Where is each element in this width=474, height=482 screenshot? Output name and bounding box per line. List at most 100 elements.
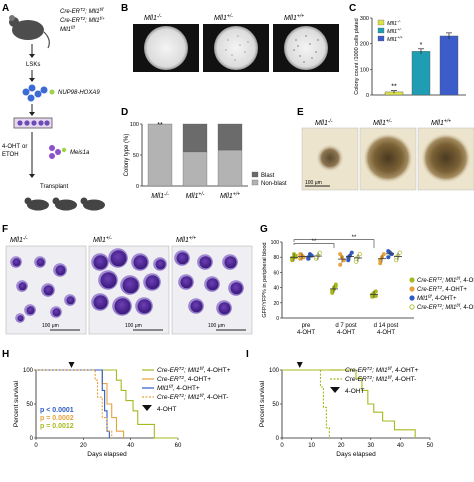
cell-nucleus [114, 298, 131, 315]
x-tick-label: 10 [308, 443, 315, 449]
data-point [309, 253, 314, 258]
bar-segment [147, 123, 173, 187]
cell-nucleus [18, 282, 27, 291]
significance-mark: ** [157, 122, 163, 129]
transplant-label: Transplant [40, 184, 68, 190]
cytospin-label: Mll1+/- [93, 236, 112, 245]
legend-label: Cre-ERT2, 4-OHT+ [157, 375, 211, 383]
y-axis-label: Colony count /1000 cells plated [354, 18, 360, 94]
data-point [373, 293, 378, 298]
legend-label: Mll1f/f, 4-OHT+ [417, 294, 457, 302]
legend-marker [409, 286, 415, 292]
data-point [333, 282, 338, 287]
dish-label: Mll1-/- [144, 14, 162, 23]
data-point [338, 252, 343, 257]
legend-swatch [377, 27, 385, 34]
group-label: 4-OHT [337, 330, 355, 336]
cell-nucleus [206, 278, 219, 291]
x-tick-label: 30 [367, 443, 374, 449]
cell-nucleus [93, 255, 108, 270]
y-tick-label: 100 [360, 67, 369, 73]
survival-curve [36, 369, 178, 439]
scale-label: 100 μm [42, 323, 59, 329]
data-point [349, 250, 354, 255]
legend-marker [142, 405, 152, 411]
y-tick-label: 0 [276, 436, 280, 442]
y-tick-label: 100 [269, 368, 280, 374]
p-value: p = 0.0002 [40, 415, 74, 422]
cell-nucleus [199, 256, 212, 269]
colony-label: Mll1-/- [315, 119, 333, 128]
y-tick-label: 200 [360, 42, 369, 48]
cytospin-label: Mll1-/- [10, 236, 28, 245]
culture-dish-icon [13, 117, 53, 129]
treatment-control: ETOH [2, 152, 19, 158]
dish-label: Mll1+/- [214, 14, 233, 23]
cell-nucleus [122, 277, 139, 294]
scale-label: 100 μm [305, 180, 322, 186]
panel-f: F Mll1-/- Mll1+/- Mll1+/+ 100 μm 100 μm 10… [2, 224, 253, 335]
panel-h: H 0 50 100 0 20 40 60 Days elapsed Percent survi… [2, 349, 231, 458]
x-tick-label: 40 [127, 443, 134, 449]
cell-nucleus [12, 258, 21, 267]
legend-marker [409, 277, 415, 283]
mouse-icon [9, 15, 50, 49]
panel-letter: A [2, 3, 9, 14]
data-point [354, 256, 359, 261]
panel-a: A Cre-ERT2; Mll1f/f Cre-ERT2; Mll1f/+ Ml… [2, 3, 105, 211]
treatment-marker [68, 362, 75, 368]
cell-nucleus [26, 306, 35, 315]
fusion-label: NUP98-HOXA9 [58, 90, 100, 96]
cell-nucleus [43, 285, 54, 296]
data-point [346, 255, 351, 260]
y-tick-label: 0 [276, 316, 279, 322]
significance-mark: ** [391, 84, 397, 91]
cell-nucleus [230, 282, 243, 295]
legend-label: Mll1+/- [387, 27, 403, 36]
dish-label: Mll1+/+ [284, 14, 304, 23]
panel-letter: F [2, 224, 8, 235]
y-tick-label: 40 [273, 286, 279, 292]
y-tick-label: 100 [130, 122, 139, 128]
legend-label: Mll1+/+ [387, 35, 404, 44]
legend-marker [409, 304, 415, 310]
data-point [381, 252, 386, 257]
retrovirus-icon [22, 84, 55, 102]
legend-label: Cre-ERT2; Mll1f/f, 4-OHT- [417, 303, 474, 311]
y-tick-label: 60 [273, 270, 279, 276]
cell-nucleus [180, 276, 193, 289]
x-tick-label: 0 [34, 443, 38, 449]
p-value: p < 0.0001 [40, 407, 74, 414]
cell-nucleus [66, 296, 75, 305]
legend-label: Cre-ERT2; Mll1f/f, 4-OHT+ [345, 366, 419, 374]
cell-nucleus [36, 258, 45, 267]
data-point [290, 255, 295, 260]
data-point [397, 250, 402, 255]
treatment-or: or [22, 144, 27, 150]
x-tick-label: 50 [427, 443, 434, 449]
cell-nucleus [145, 275, 160, 290]
data-point [317, 250, 322, 255]
y-axis-label: Percent survival [259, 380, 266, 427]
cell-nucleus [133, 255, 148, 270]
legend-label: 4-OHT [157, 406, 177, 413]
panel-letter: B [121, 3, 128, 14]
significance-bracket [293, 239, 375, 249]
y-tick-label: 50 [26, 402, 33, 408]
bar-segment [217, 149, 243, 187]
data-point [306, 256, 311, 261]
significance-bracket [293, 243, 335, 249]
bar [411, 51, 431, 96]
x-axis-label: Days elapsed [336, 451, 376, 458]
cell-nucleus [224, 256, 237, 269]
group-label: d 7 post [335, 323, 357, 329]
meis-label: Meis1a [70, 150, 90, 156]
y-axis-label: Percent survival [13, 380, 20, 427]
survival-curve [282, 369, 416, 438]
y-tick-label: 80 [273, 255, 279, 261]
x-tick-label: 60 [175, 443, 182, 449]
cell-nucleus [93, 295, 108, 310]
panel-letter: G [260, 224, 268, 235]
